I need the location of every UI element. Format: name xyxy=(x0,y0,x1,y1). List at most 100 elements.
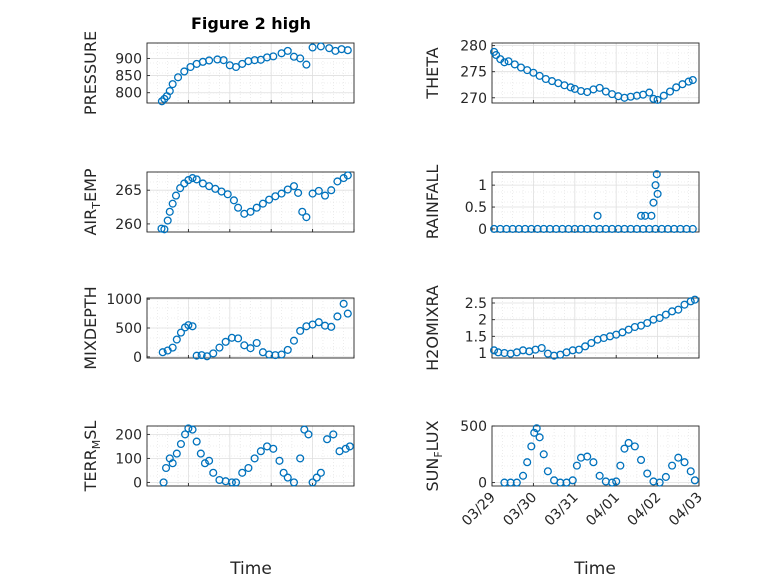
data-point xyxy=(296,54,305,63)
data-point xyxy=(529,68,538,77)
data-point xyxy=(192,437,201,446)
x-tick-label: 04/03 xyxy=(666,490,706,530)
data-point xyxy=(192,175,201,184)
data-point xyxy=(661,310,670,319)
axes-box xyxy=(491,42,700,104)
data-point xyxy=(653,189,662,198)
data-point xyxy=(246,344,255,353)
data-point xyxy=(298,207,307,216)
data-point xyxy=(296,454,305,463)
data-point xyxy=(535,433,544,442)
y-tick-label: 1.5 xyxy=(465,329,487,345)
subplot-2: 270 275 280 THETA xyxy=(423,39,700,107)
y-tick-label: 850 xyxy=(115,69,142,85)
data-point xyxy=(227,478,236,487)
data-point xyxy=(624,438,633,448)
data-point xyxy=(275,456,284,465)
axes-box xyxy=(146,425,355,487)
data-point xyxy=(680,458,689,467)
data-point xyxy=(688,224,697,233)
data-point xyxy=(172,335,181,344)
data-point xyxy=(160,225,169,234)
data-point xyxy=(595,83,604,92)
data-point xyxy=(504,57,513,66)
data-point xyxy=(643,469,652,478)
data-point xyxy=(587,338,596,348)
data-point xyxy=(221,337,230,346)
data-point xyxy=(659,91,668,100)
data-point xyxy=(686,467,695,476)
data-point xyxy=(581,342,590,351)
y-tick-label: 270 xyxy=(460,91,487,107)
data-point xyxy=(343,309,352,318)
data-point xyxy=(209,468,218,477)
data-point xyxy=(688,75,697,85)
data-point xyxy=(593,211,602,220)
data-point xyxy=(690,295,699,304)
data-point xyxy=(246,207,255,216)
data-point xyxy=(620,444,629,453)
x-tick-label: 03/30 xyxy=(500,490,540,530)
y-tick-label: 1 xyxy=(478,178,487,194)
data-point xyxy=(229,196,238,205)
data-point xyxy=(316,468,325,477)
y-axis-label-4: RAINFALL xyxy=(423,165,442,240)
data-point xyxy=(256,447,265,456)
data-point xyxy=(188,322,197,331)
data-point xyxy=(608,478,617,487)
y-tick-label: 0 xyxy=(133,350,142,366)
data-point xyxy=(158,348,167,357)
data-point xyxy=(176,328,185,337)
data-point xyxy=(655,478,664,487)
data-point xyxy=(314,186,323,195)
data-point xyxy=(184,424,193,433)
axes-box xyxy=(146,171,355,233)
data-point xyxy=(341,444,350,453)
data-point xyxy=(277,189,286,198)
data-point xyxy=(630,442,639,451)
data-point xyxy=(157,97,166,106)
y-tick-label: 0 xyxy=(478,476,487,492)
data-point xyxy=(238,468,247,477)
data-point xyxy=(215,343,224,352)
data-point xyxy=(176,184,185,193)
data-point xyxy=(492,50,501,60)
data-point xyxy=(327,186,336,195)
data-point xyxy=(345,442,354,451)
data-point xyxy=(649,198,658,207)
subplot-3: 260 265 AIRTEMP xyxy=(81,168,355,236)
data-point xyxy=(668,461,677,470)
axes-box xyxy=(491,425,700,487)
data-point xyxy=(171,191,181,200)
y-axis-label-2: THETA xyxy=(423,47,442,99)
data-point xyxy=(568,476,577,485)
data-point xyxy=(277,350,286,359)
y-tick-label: 800 xyxy=(115,86,142,102)
data-point xyxy=(209,349,218,358)
data-point xyxy=(188,174,197,183)
data-point xyxy=(680,300,689,309)
data-point xyxy=(583,452,592,461)
data-point xyxy=(205,56,214,65)
data-point xyxy=(244,463,253,473)
data-point xyxy=(172,449,181,458)
data-point xyxy=(651,181,660,190)
data-point xyxy=(186,62,195,72)
data-point xyxy=(200,459,210,468)
data-point xyxy=(661,472,670,481)
data-point xyxy=(574,345,583,354)
data-point xyxy=(296,326,305,335)
data-point xyxy=(323,435,332,444)
y-tick-label: 500 xyxy=(460,419,487,435)
data-point xyxy=(294,188,303,197)
data-point xyxy=(252,203,261,212)
y-tick-label: 200 xyxy=(115,427,142,443)
y-tick-label: 1000 xyxy=(106,292,142,308)
data-point xyxy=(231,62,241,72)
data-point xyxy=(674,305,683,314)
data-point xyxy=(289,182,299,191)
data-point xyxy=(165,86,174,96)
subplot-5: 0 500 1000 MIXDEPTH xyxy=(81,286,355,370)
axes-box xyxy=(146,42,355,104)
